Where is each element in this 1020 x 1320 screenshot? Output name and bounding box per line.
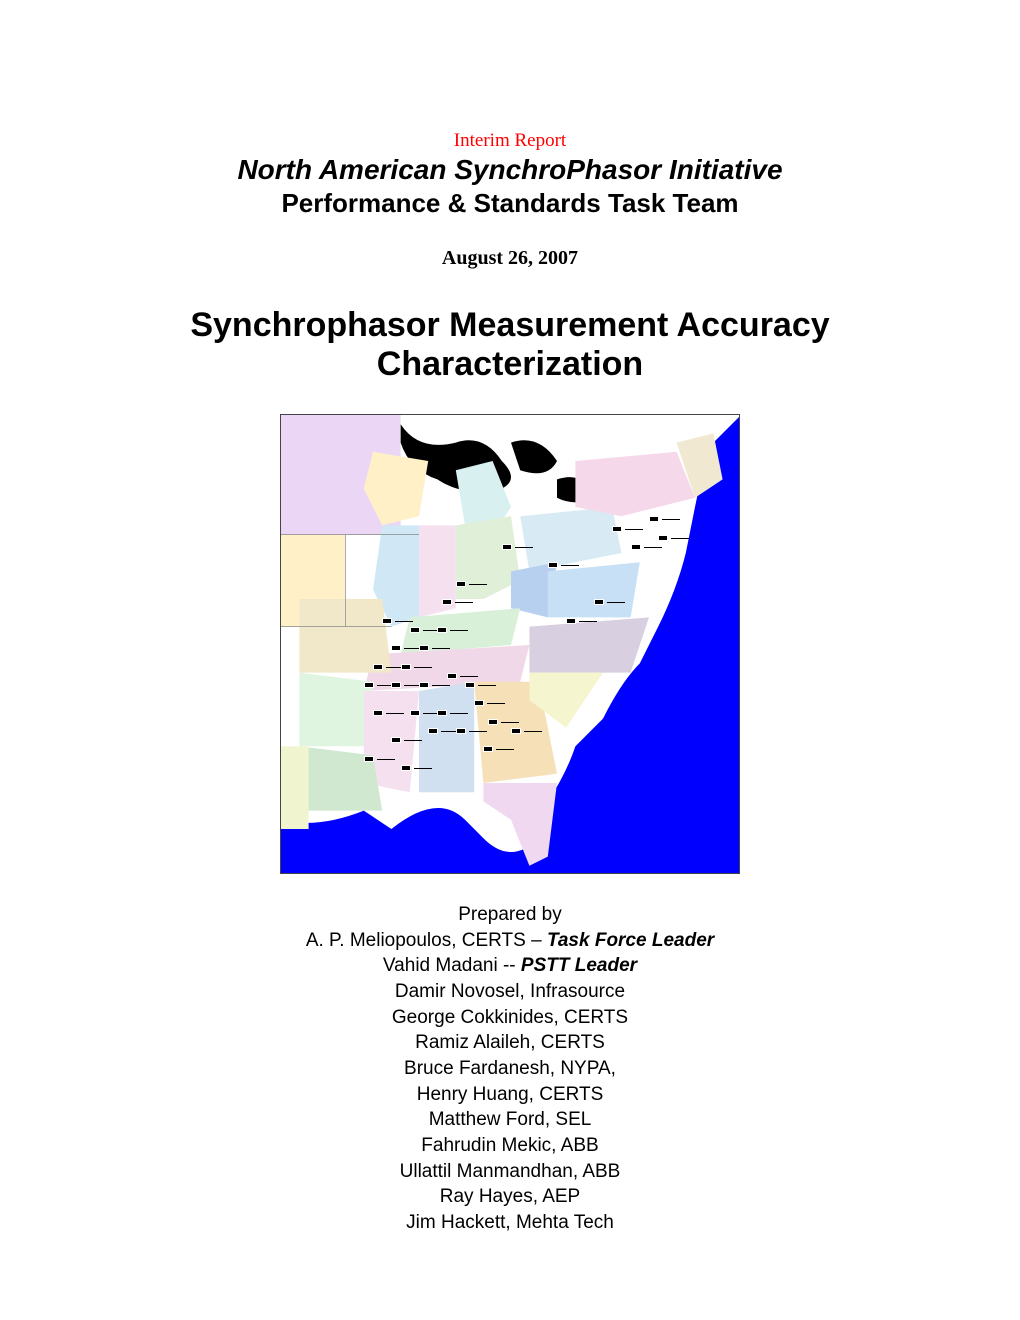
- main-title: Synchrophasor Measurement Accuracy Chara…: [0, 306, 1020, 384]
- map-container: [0, 414, 1020, 874]
- map-marker: [419, 682, 429, 688]
- map-marker: [483, 746, 493, 752]
- map-marker: [373, 664, 383, 670]
- map-marker: [419, 645, 429, 651]
- map-marker: [391, 737, 401, 743]
- map-marker: [631, 544, 641, 550]
- map-marker: [373, 710, 383, 716]
- map-marker: [548, 562, 558, 568]
- taskteam-subtitle: Performance & Standards Task Team: [0, 188, 1020, 219]
- author-line: Jim Hackett, Mehta Tech: [0, 1210, 1020, 1236]
- map-marker: [391, 682, 401, 688]
- map-marker: [502, 544, 512, 550]
- map-marker: [594, 599, 604, 605]
- initiative-title: North American SynchroPhasor Initiative: [0, 154, 1020, 186]
- map-marker: [391, 645, 401, 651]
- map-marker: [437, 710, 447, 716]
- prepared-by-label: Prepared by: [0, 902, 1020, 928]
- map-marker: [437, 627, 447, 633]
- document-page: Interim Report North American SynchroPha…: [0, 130, 1020, 1236]
- map-marker: [410, 627, 420, 633]
- map-marker: [456, 581, 466, 587]
- map-marker: [401, 664, 411, 670]
- author-line: Damir Novosel, Infrasource: [0, 979, 1020, 1005]
- author-list: A. P. Meliopoulos, CERTS – Task Force Le…: [0, 928, 1020, 1236]
- usa-map: [280, 414, 740, 874]
- map-marker: [511, 728, 521, 734]
- title-line-2: Characterization: [377, 345, 643, 383]
- author-line: Vahid Madani -- PSTT Leader: [0, 953, 1020, 979]
- author-line: Matthew Ford, SEL: [0, 1107, 1020, 1133]
- map-marker: [649, 516, 659, 522]
- author-line: A. P. Meliopoulos, CERTS – Task Force Le…: [0, 928, 1020, 954]
- map-marker: [474, 700, 484, 706]
- map-marker: [428, 728, 438, 734]
- map-marker: [658, 535, 668, 541]
- author-line: Ullattil Manmandhan, ABB: [0, 1159, 1020, 1185]
- map-marker: [410, 710, 420, 716]
- map-marker: [364, 756, 374, 762]
- author-line: Bruce Fardanesh, NYPA,: [0, 1056, 1020, 1082]
- map-marker: [447, 673, 457, 679]
- author-line: Henry Huang, CERTS: [0, 1082, 1020, 1108]
- map-marker: [566, 618, 576, 624]
- map-marker: [442, 599, 452, 605]
- author-line: Ray Hayes, AEP: [0, 1184, 1020, 1210]
- author-line: Ramiz Alaileh, CERTS: [0, 1030, 1020, 1056]
- interim-label: Interim Report: [0, 130, 1020, 152]
- author-line: Fahrudin Mekic, ABB: [0, 1133, 1020, 1159]
- prepared-by-section: Prepared by A. P. Meliopoulos, CERTS – T…: [0, 902, 1020, 1235]
- map-marker: [401, 765, 411, 771]
- title-line-1: Synchrophasor Measurement Accuracy: [190, 306, 829, 344]
- map-marker: [612, 526, 622, 532]
- report-date: August 26, 2007: [0, 247, 1020, 270]
- map-marker: [465, 682, 475, 688]
- author-line: George Cokkinides, CERTS: [0, 1005, 1020, 1031]
- map-marker: [488, 719, 498, 725]
- map-marker: [456, 728, 466, 734]
- map-marker: [382, 618, 392, 624]
- map-marker: [364, 682, 374, 688]
